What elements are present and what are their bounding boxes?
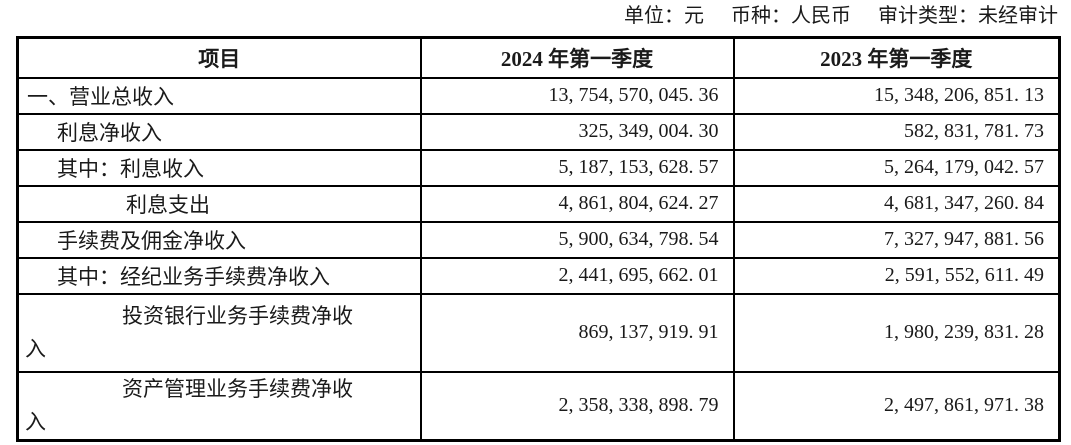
row-label-investment-banking-fee-income: 投资银行业务手续费净收 入 [16, 292, 422, 373]
value-2023: 5, 264, 179, 042. 57 [732, 148, 1061, 187]
value-2024: 869, 137, 919. 91 [419, 292, 735, 373]
table-header-row: 项目 2024 年第一季度 2023 年第一季度 [16, 36, 1061, 79]
row-label-interest-income: 其中：利息收入 [16, 148, 422, 187]
table-row: 一、营业总收入 13, 754, 570, 045. 36 15, 348, 2… [16, 76, 1061, 115]
row-label-asset-management-fee-income: 资产管理业务手续费净收 入 [16, 370, 422, 442]
table-row: 其中：经纪业务手续费净收入 2, 441, 695, 662. 01 2, 59… [16, 256, 1061, 295]
value-2023: 15, 348, 206, 851. 13 [732, 76, 1061, 115]
value-2023: 2, 591, 552, 611. 49 [732, 256, 1061, 295]
column-header-item: 项目 [16, 36, 422, 79]
value-2024: 5, 187, 153, 628. 57 [419, 148, 735, 187]
value-2024: 4, 861, 804, 624. 27 [419, 184, 735, 223]
table-row: 其中：利息收入 5, 187, 153, 628. 57 5, 264, 179… [16, 148, 1061, 187]
row-label-interest-expense: 利息支出 [16, 184, 422, 223]
table-row: 投资银行业务手续费净收 入 869, 137, 919. 91 1, 980, … [16, 292, 1061, 373]
value-2024: 325, 349, 004. 30 [419, 112, 735, 151]
value-2024: 2, 441, 695, 662. 01 [419, 256, 735, 295]
column-header-2024-q1: 2024 年第一季度 [419, 36, 735, 79]
row-label-net-interest-income: 利息净收入 [16, 112, 422, 151]
column-header-2023-q1: 2023 年第一季度 [732, 36, 1061, 79]
row-label-net-fee-commission-income: 手续费及佣金净收入 [16, 220, 422, 259]
value-2024: 2, 358, 338, 898. 79 [419, 370, 735, 442]
audit-type-label: 审计类型：未经审计 [878, 5, 1058, 27]
value-2023: 2, 497, 861, 971. 38 [732, 370, 1061, 442]
value-2023: 1, 980, 239, 831. 28 [732, 292, 1061, 373]
report-meta-note: 单位：元 币种：人民币 审计类型：未经审计 [624, 2, 1058, 30]
row-label-total-operating-revenue: 一、营业总收入 [16, 76, 422, 115]
value-2024: 5, 900, 634, 798. 54 [419, 220, 735, 259]
value-2023: 4, 681, 347, 260. 84 [732, 184, 1061, 223]
currency-label: 币种：人民币 [731, 5, 851, 27]
value-2023: 7, 327, 947, 881. 56 [732, 220, 1061, 259]
unit-label: 单位：元 [624, 5, 704, 27]
value-2023: 582, 831, 781. 73 [732, 112, 1061, 151]
table-row: 利息支出 4, 861, 804, 624. 27 4, 681, 347, 2… [16, 184, 1061, 223]
table-row: 手续费及佣金净收入 5, 900, 634, 798. 54 7, 327, 9… [16, 220, 1061, 259]
table-row: 资产管理业务手续费净收 入 2, 358, 338, 898. 79 2, 49… [16, 370, 1061, 442]
table-row: 利息净收入 325, 349, 004. 30 582, 831, 781. 7… [16, 112, 1061, 151]
row-label-brokerage-fee-income: 其中：经纪业务手续费净收入 [16, 256, 422, 295]
income-statement-table: 项目 2024 年第一季度 2023 年第一季度 一、营业总收入 13, 754… [16, 36, 1061, 442]
value-2024: 13, 754, 570, 045. 36 [419, 76, 735, 115]
